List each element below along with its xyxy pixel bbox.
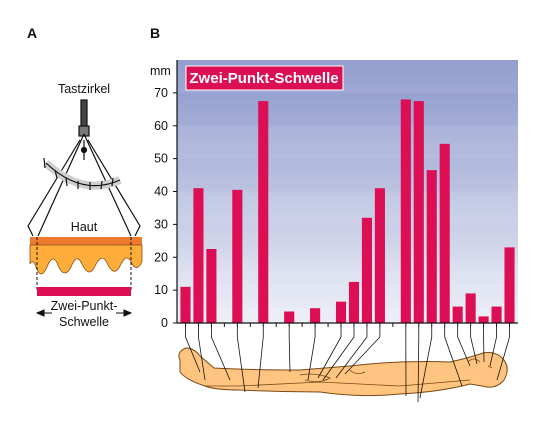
human-body-illustration [179, 348, 507, 396]
y-tick-label: 40 [154, 185, 168, 199]
chart-bar [492, 307, 502, 323]
skin-illustration [30, 237, 142, 291]
chart-bar [375, 188, 385, 323]
chart-band [177, 257, 518, 290]
chart-bar [414, 101, 424, 323]
chart-band [177, 192, 518, 225]
chart-band [177, 93, 518, 126]
threshold-label-line2: Schwelle [59, 315, 109, 329]
y-tick-label: 60 [154, 119, 168, 133]
y-tick-label: 20 [154, 250, 168, 264]
skin-label: Haut [71, 220, 98, 234]
y-axis-unit: mm [150, 64, 171, 78]
chart-bar [310, 308, 320, 323]
y-tick-label: 50 [154, 152, 168, 166]
chart-bar [206, 249, 216, 323]
y-tick-label: 10 [154, 283, 168, 297]
chart-bar [349, 282, 359, 323]
leader-line [289, 327, 290, 372]
chart-title: Zwei-Punkt-Schwelle [189, 70, 338, 87]
y-tick-label: 0 [161, 316, 168, 330]
threshold-label-line1: Zwei-Punkt- [51, 299, 118, 313]
chart-band [177, 224, 518, 257]
chart-title-box: Zwei-Punkt-Schwelle [186, 66, 343, 90]
chart-bar [479, 316, 489, 323]
chart-bar [193, 188, 203, 323]
chart-bar [258, 101, 268, 323]
chart-bar [362, 218, 372, 323]
panel-a-letter: A [27, 25, 37, 41]
chart-bar [336, 302, 346, 323]
panel-b: B mm Zwei-Punkt-Schwelle 0 10 20 30 40 50 60 70 [150, 25, 518, 402]
chart-bar [232, 190, 242, 323]
y-axis: 0 10 20 30 40 50 60 70 [154, 60, 177, 330]
chart-bar [180, 287, 190, 323]
chart-band [177, 159, 518, 192]
caliper-icon [28, 100, 140, 236]
chart-bar [427, 170, 437, 323]
panel-b-letter: B [150, 25, 160, 41]
threshold-bar [37, 287, 131, 296]
chart-bar [466, 293, 476, 323]
caliper-label: Tastzirkel [58, 82, 110, 96]
chart-bar [453, 307, 463, 323]
y-tick-label: 30 [154, 217, 168, 231]
chart-bar [401, 99, 411, 323]
chart-bar [504, 247, 514, 323]
panel-a: A Tastzirkel Haut Zwei-Pun [27, 25, 142, 329]
y-tick-label: 70 [154, 86, 168, 100]
chart-bar [284, 311, 294, 323]
chart-background-bands [177, 60, 518, 323]
chart-bar [440, 144, 450, 323]
chart-band [177, 126, 518, 159]
